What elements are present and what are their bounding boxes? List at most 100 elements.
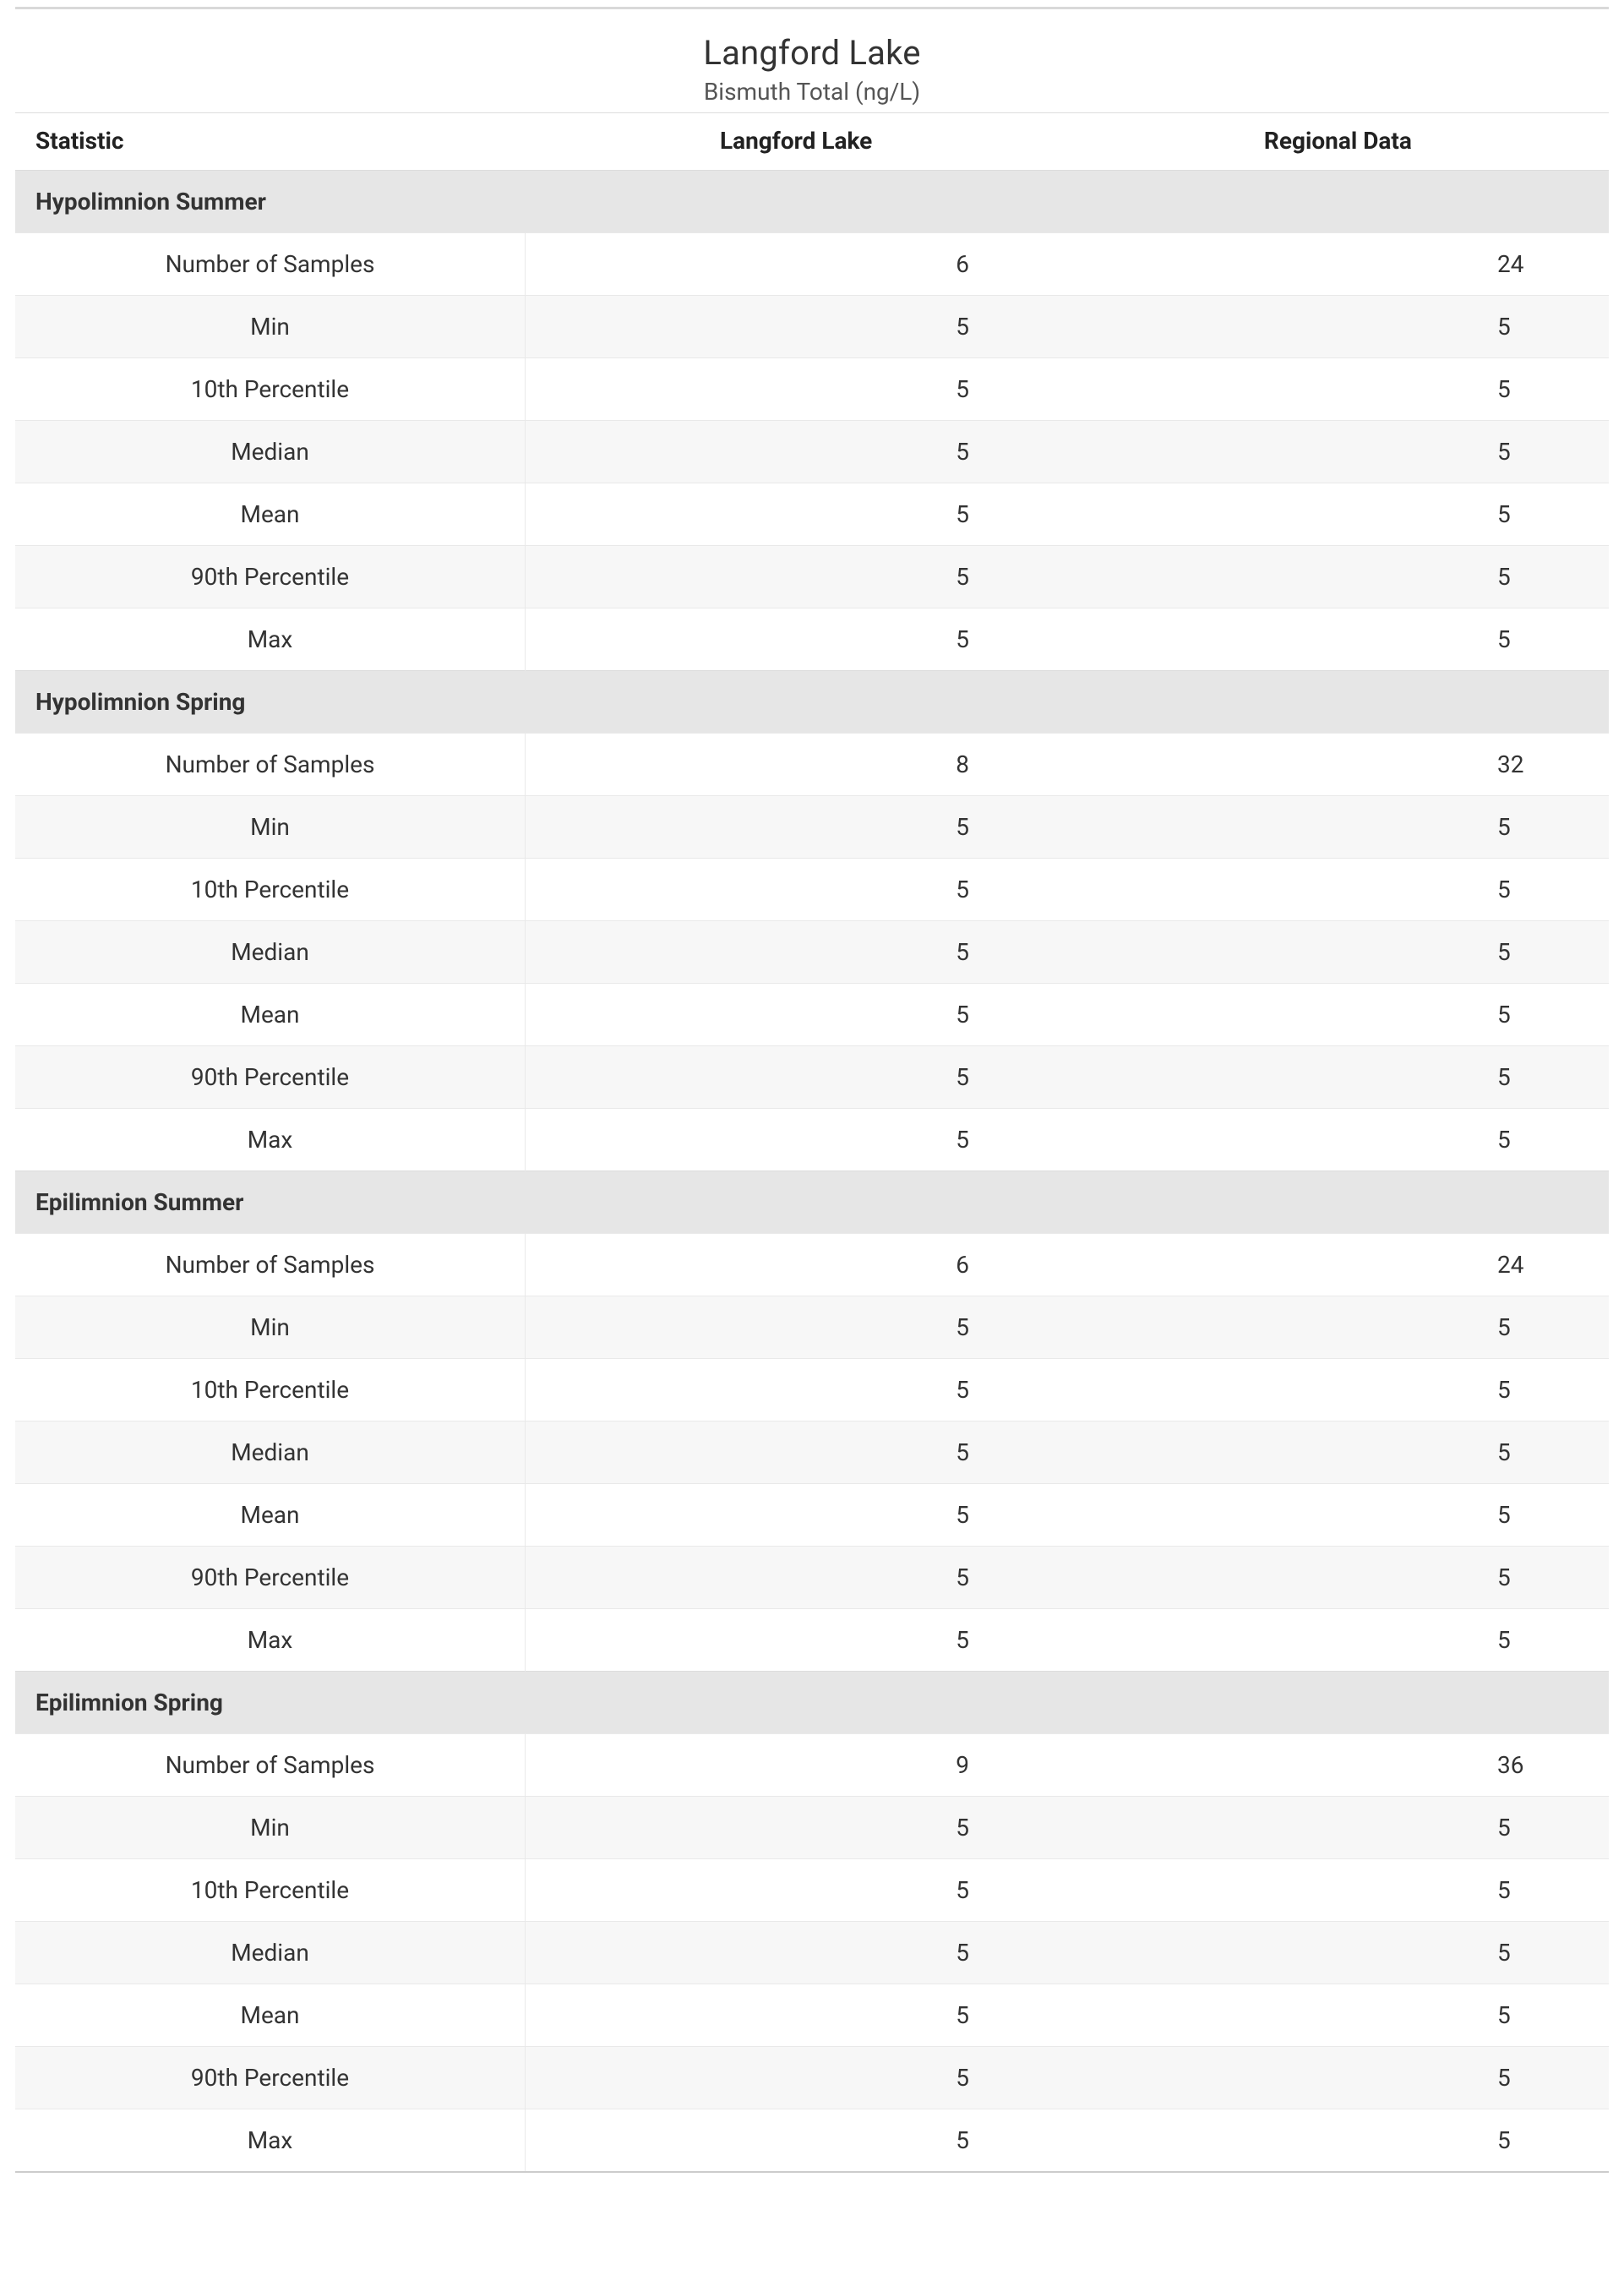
table-row: Min55 xyxy=(15,1296,1609,1359)
table-row: Number of Samples624 xyxy=(15,1234,1609,1296)
value-cell-col1: 5 xyxy=(526,796,1067,859)
value-cell-col1: 9 xyxy=(526,1734,1067,1797)
stat-label-cell: Median xyxy=(15,1421,526,1484)
stat-label-cell: Min xyxy=(15,1797,526,1859)
stat-label-cell: Median xyxy=(15,421,526,483)
value-cell-col1: 5 xyxy=(526,421,1067,483)
table-row: 10th Percentile55 xyxy=(15,1359,1609,1421)
value-cell-col2: 5 xyxy=(1067,859,1609,921)
section-header-row: Epilimnion Spring xyxy=(15,1672,1609,1734)
stat-label-cell: Mean xyxy=(15,1984,526,2047)
value-cell-col2: 5 xyxy=(1067,1922,1609,1984)
section-header-cell: Epilimnion Spring xyxy=(15,1672,1609,1734)
stat-label-cell: Max xyxy=(15,1109,526,1171)
value-cell-col1: 5 xyxy=(526,921,1067,984)
stat-label-cell: Median xyxy=(15,921,526,984)
value-cell-col2: 5 xyxy=(1067,1484,1609,1547)
table-row: Mean55 xyxy=(15,483,1609,546)
stat-label-cell: Min xyxy=(15,296,526,358)
value-cell-col1: 5 xyxy=(526,1046,1067,1109)
value-cell-col1: 5 xyxy=(526,608,1067,671)
value-cell-col2: 5 xyxy=(1067,1547,1609,1609)
table-row: Number of Samples832 xyxy=(15,734,1609,796)
stat-label-cell: Mean xyxy=(15,1484,526,1547)
header-statistic: Statistic xyxy=(15,113,526,171)
value-cell-col1: 5 xyxy=(526,546,1067,608)
stat-label-cell: Number of Samples xyxy=(15,734,526,796)
value-cell-col2: 24 xyxy=(1067,233,1609,296)
stat-label-cell: Median xyxy=(15,1922,526,1984)
section-header-row: Hypolimnion Spring xyxy=(15,671,1609,734)
table-row: Number of Samples624 xyxy=(15,233,1609,296)
table-row: 10th Percentile55 xyxy=(15,859,1609,921)
value-cell-col2: 5 xyxy=(1067,421,1609,483)
value-cell-col2: 5 xyxy=(1067,796,1609,859)
table-row: 10th Percentile55 xyxy=(15,358,1609,421)
value-cell-col2: 5 xyxy=(1067,296,1609,358)
stat-label-cell: 90th Percentile xyxy=(15,546,526,608)
stat-label-cell: Mean xyxy=(15,483,526,546)
value-cell-col1: 5 xyxy=(526,358,1067,421)
table-row: Mean55 xyxy=(15,1984,1609,2047)
table-head: Statistic Langford Lake Regional Data xyxy=(15,113,1609,171)
section-header-cell: Hypolimnion Spring xyxy=(15,671,1609,734)
table-row: Max55 xyxy=(15,1109,1609,1171)
stat-label-cell: Min xyxy=(15,1296,526,1359)
stat-label-cell: 90th Percentile xyxy=(15,1547,526,1609)
bottom-rule xyxy=(15,2171,1609,2173)
value-cell-col2: 5 xyxy=(1067,1046,1609,1109)
value-cell-col2: 5 xyxy=(1067,358,1609,421)
stat-label-cell: Min xyxy=(15,796,526,859)
stat-label-cell: Mean xyxy=(15,984,526,1046)
value-cell-col2: 5 xyxy=(1067,2109,1609,2172)
value-cell-col1: 5 xyxy=(526,859,1067,921)
header-col2: Regional Data xyxy=(1067,113,1609,171)
table-row: Median55 xyxy=(15,1922,1609,1984)
table-row: Max55 xyxy=(15,2109,1609,2172)
table-row: Mean55 xyxy=(15,1484,1609,1547)
statistics-table: Statistic Langford Lake Regional Data Hy… xyxy=(15,112,1609,2171)
section-header-row: Hypolimnion Summer xyxy=(15,171,1609,233)
value-cell-col2: 36 xyxy=(1067,1734,1609,1797)
stat-label-cell: Number of Samples xyxy=(15,233,526,296)
value-cell-col2: 5 xyxy=(1067,2047,1609,2109)
value-cell-col1: 5 xyxy=(526,2109,1067,2172)
value-cell-col1: 5 xyxy=(526,1609,1067,1672)
title-block: Langford Lake Bismuth Total (ng/L) xyxy=(15,9,1609,112)
value-cell-col2: 5 xyxy=(1067,921,1609,984)
value-cell-col2: 5 xyxy=(1067,1797,1609,1859)
stat-label-cell: Max xyxy=(15,2109,526,2172)
table-row: Max55 xyxy=(15,1609,1609,1672)
value-cell-col1: 6 xyxy=(526,233,1067,296)
stat-label-cell: 10th Percentile xyxy=(15,358,526,421)
stat-label-cell: Max xyxy=(15,608,526,671)
value-cell-col2: 5 xyxy=(1067,1421,1609,1484)
table-row: 90th Percentile55 xyxy=(15,1046,1609,1109)
value-cell-col1: 5 xyxy=(526,1484,1067,1547)
value-cell-col2: 5 xyxy=(1067,1359,1609,1421)
value-cell-col2: 5 xyxy=(1067,608,1609,671)
section-header-row: Epilimnion Summer xyxy=(15,1171,1609,1234)
value-cell-col1: 5 xyxy=(526,1859,1067,1922)
value-cell-col2: 5 xyxy=(1067,483,1609,546)
stat-label-cell: Max xyxy=(15,1609,526,1672)
value-cell-col1: 5 xyxy=(526,1296,1067,1359)
table-row: 10th Percentile55 xyxy=(15,1859,1609,1922)
value-cell-col1: 6 xyxy=(526,1234,1067,1296)
page-title: Langford Lake xyxy=(15,33,1609,73)
value-cell-col1: 5 xyxy=(526,296,1067,358)
table-row: Median55 xyxy=(15,921,1609,984)
table-row: Min55 xyxy=(15,796,1609,859)
value-cell-col2: 32 xyxy=(1067,734,1609,796)
value-cell-col2: 5 xyxy=(1067,984,1609,1046)
value-cell-col2: 5 xyxy=(1067,1109,1609,1171)
stat-label-cell: 10th Percentile xyxy=(15,1359,526,1421)
value-cell-col1: 5 xyxy=(526,1922,1067,1984)
value-cell-col1: 5 xyxy=(526,2047,1067,2109)
table-row: Min55 xyxy=(15,296,1609,358)
value-cell-col2: 5 xyxy=(1067,546,1609,608)
table-row: Number of Samples936 xyxy=(15,1734,1609,1797)
table-row: Min55 xyxy=(15,1797,1609,1859)
table-row: 90th Percentile55 xyxy=(15,2047,1609,2109)
value-cell-col1: 5 xyxy=(526,984,1067,1046)
